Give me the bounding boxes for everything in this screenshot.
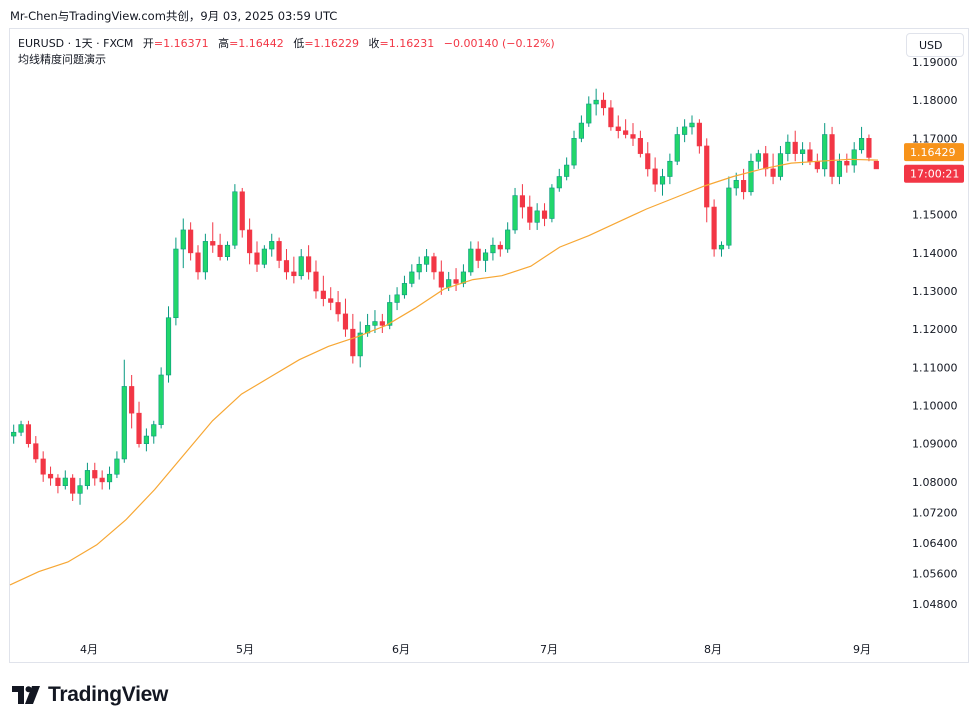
- close-value: =1.16231: [379, 37, 435, 50]
- change-value: −0.00140 (−0.12%): [443, 37, 555, 50]
- brand-name: TradingView: [48, 683, 169, 706]
- study-label[interactable]: 均线精度问题演示: [18, 53, 106, 66]
- low-label: 低: [293, 37, 305, 50]
- chart-caption: Mr-Chen与TradingView.com共创，9月 03, 2025 03…: [10, 9, 338, 23]
- symbol-legend[interactable]: EURUSD · 1天 · FXCM 开=1.16371 高=1.16442 低…: [18, 35, 555, 51]
- tradingview-logo[interactable]: TradingView: [12, 682, 168, 708]
- open-label: 开: [142, 37, 154, 50]
- chart-frame: [9, 28, 969, 663]
- open-value: =1.16371: [153, 37, 209, 50]
- tradingview-logo-icon: [12, 686, 40, 704]
- close-label: 收: [368, 37, 380, 50]
- symbol-info[interactable]: EURUSD · 1天 · FXCM: [18, 37, 134, 50]
- low-value: =1.16229: [304, 37, 360, 50]
- high-label: 高: [218, 37, 230, 50]
- high-value: =1.16442: [229, 37, 284, 50]
- currency-button[interactable]: USD: [906, 33, 964, 57]
